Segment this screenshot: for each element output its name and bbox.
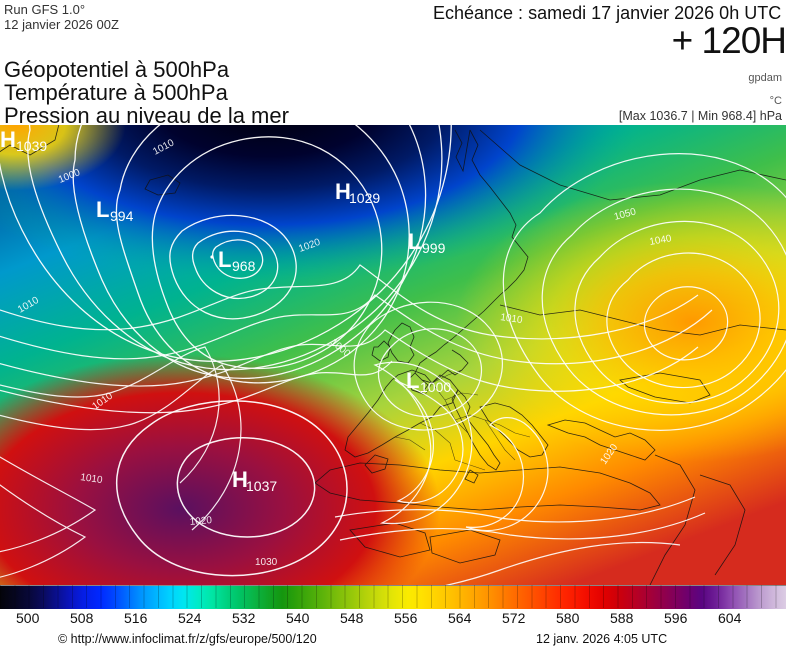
svg-text:1037: 1037 <box>246 478 277 494</box>
svg-text:1030: 1030 <box>255 557 278 568</box>
svg-text:999: 999 <box>422 240 446 256</box>
svg-text:994: 994 <box>110 208 134 224</box>
svg-text:1029: 1029 <box>349 190 380 206</box>
svg-text:1039: 1039 <box>16 138 47 154</box>
svg-text:L: L <box>218 247 231 272</box>
svg-text:L: L <box>408 229 421 254</box>
svg-text:1020: 1020 <box>189 515 213 528</box>
svg-text:968: 968 <box>232 258 256 274</box>
svg-text:1000: 1000 <box>420 379 451 395</box>
svg-text:L: L <box>96 197 109 222</box>
svg-text:L: L <box>406 368 419 393</box>
svg-text:H: H <box>0 127 16 152</box>
